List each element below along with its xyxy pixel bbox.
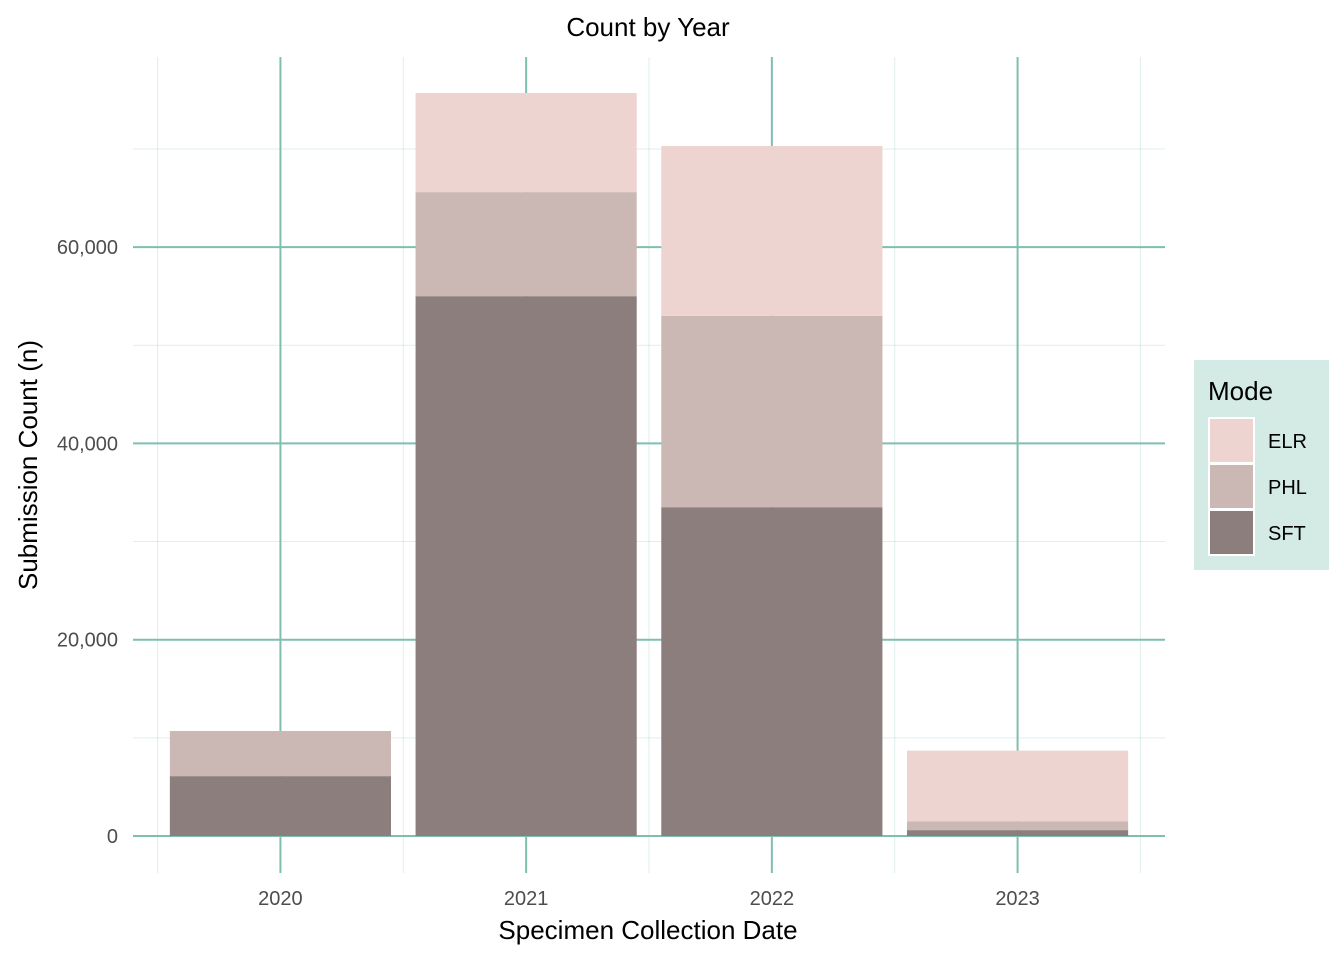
bar-phl-2023: [907, 821, 1129, 831]
legend: Mode ELR PHL SFT: [1194, 360, 1329, 570]
bar-sft-2021: [415, 296, 637, 836]
bar-sft-2020: [169, 776, 391, 836]
chart-title: Count by Year: [566, 12, 730, 42]
legend-key-phl: [1208, 463, 1255, 510]
x-axis-ticks: 2020 2021 2022 2023: [258, 888, 1040, 910]
bar-phl-2021: [415, 192, 637, 297]
bar-sft-2022: [661, 507, 883, 836]
bar-phl-2020: [169, 730, 391, 777]
legend-title: Mode: [1208, 376, 1273, 406]
legend-label-sft: SFT: [1268, 523, 1306, 545]
x-axis-title: Specimen Collection Date: [498, 915, 797, 945]
bars: [169, 93, 1129, 836]
legend-key-sft: [1208, 509, 1255, 556]
legend-items: ELR PHL SFT: [1208, 417, 1307, 556]
legend-key-elr: [1208, 417, 1255, 464]
y-axis-title: Submission Count (n): [13, 340, 43, 590]
y-axis-ticks: 0 20,000 40,000 60,000: [57, 237, 118, 848]
x-tick-label: 2021: [504, 888, 549, 910]
bar-elr-2021: [415, 93, 637, 193]
x-tick-label: 2023: [995, 888, 1040, 910]
bar-phl-2022: [661, 315, 883, 508]
bar-elr-2023: [907, 750, 1129, 822]
y-tick-label: 0: [107, 826, 118, 848]
grid-minor: [133, 57, 1165, 873]
bar-sft-2023: [907, 830, 1129, 836]
y-tick-label: 20,000: [57, 630, 118, 652]
y-tick-label: 60,000: [57, 237, 118, 259]
bar-elr-2022: [661, 146, 883, 316]
x-tick-label: 2022: [750, 888, 795, 910]
x-tick-label: 2020: [258, 888, 303, 910]
legend-label-elr: ELR: [1268, 431, 1307, 453]
y-tick-label: 40,000: [57, 433, 118, 455]
legend-label-phl: PHL: [1268, 477, 1307, 499]
